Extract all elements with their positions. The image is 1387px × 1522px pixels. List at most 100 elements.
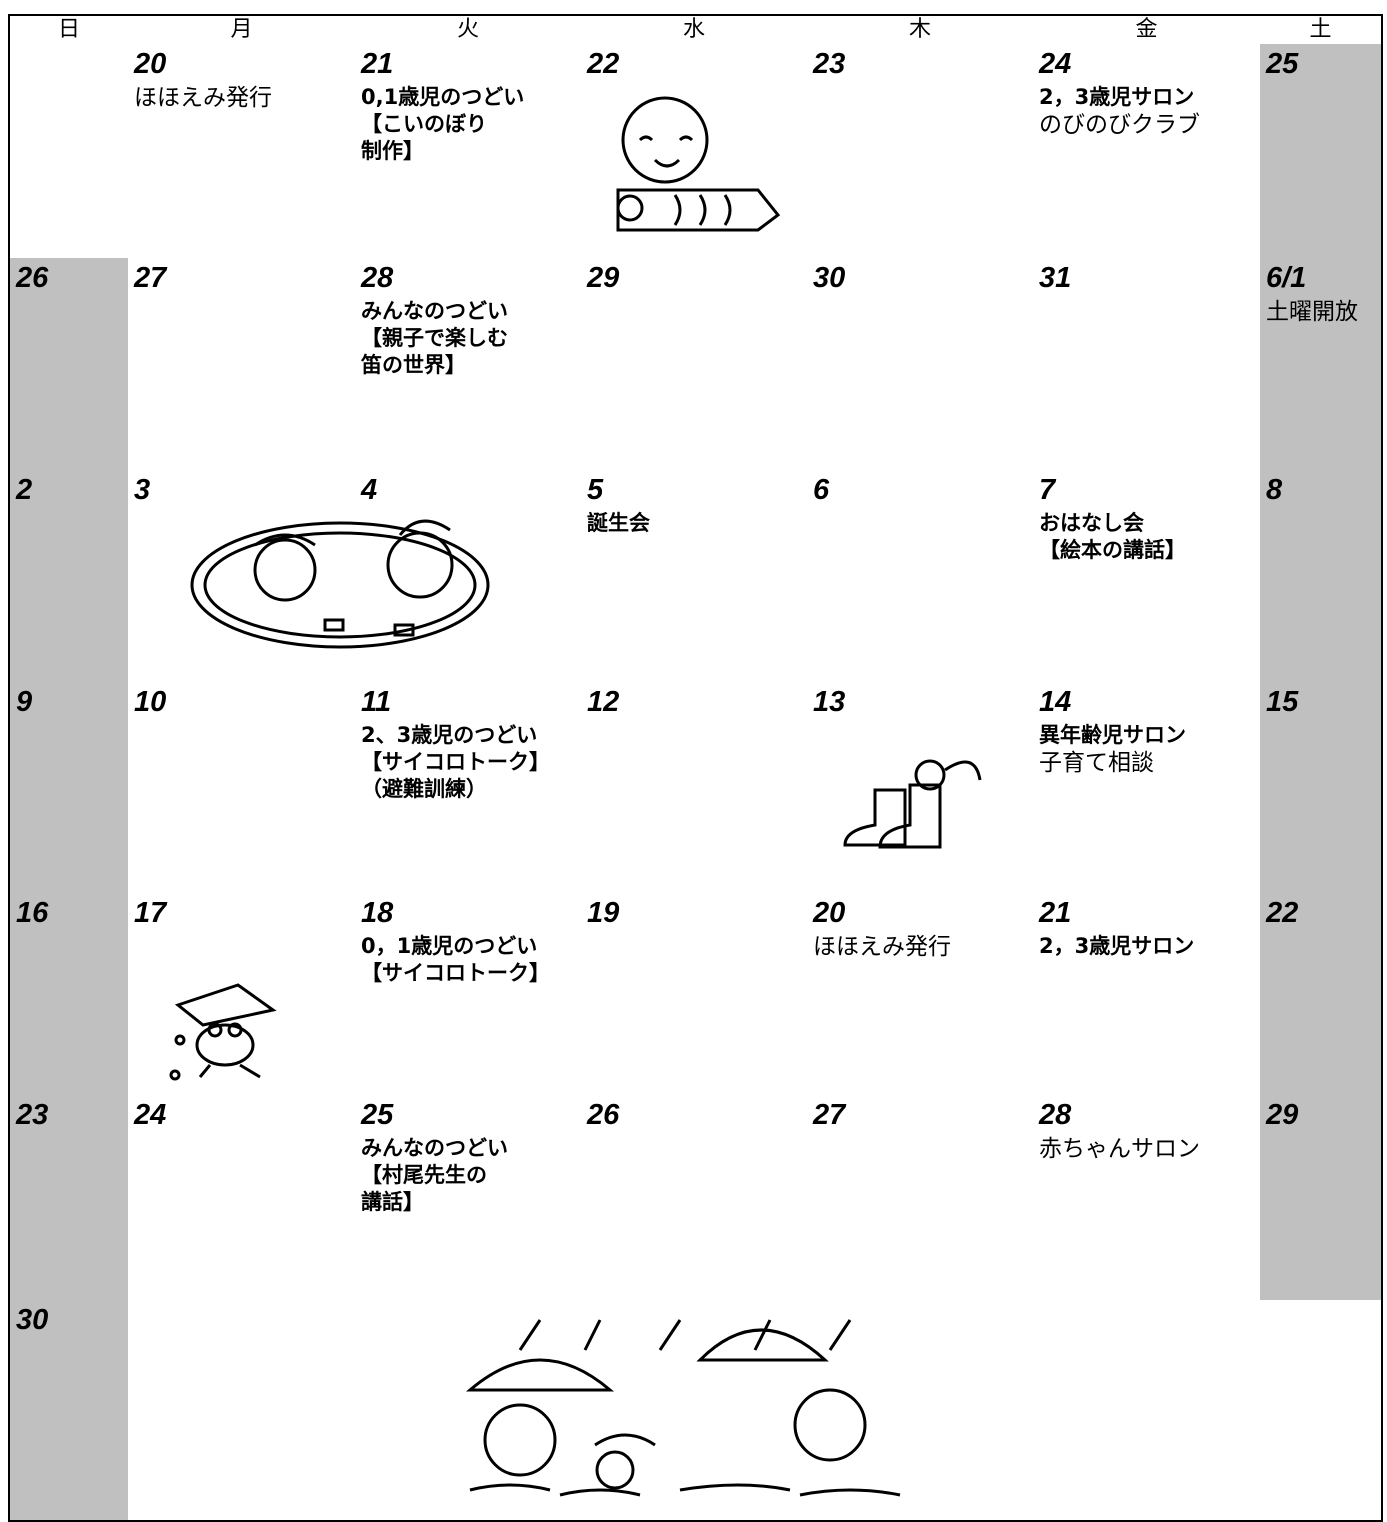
day-cell: 18 0，1歳児のつどい 【サイコロトーク】 bbox=[355, 893, 583, 1097]
day-cell: 17 bbox=[128, 893, 357, 1097]
day-cell: 25 みんなのつどい 【村尾先生の 講話】 bbox=[355, 1095, 583, 1302]
day-cell: 27 bbox=[128, 258, 357, 472]
day-cell: 24 2，3歳児サロン のびのびクラブ bbox=[1033, 44, 1262, 260]
day-number: 16 bbox=[16, 897, 49, 929]
event-text: みんなのつどい bbox=[361, 299, 508, 323]
day-number: 5 bbox=[587, 474, 604, 506]
day-number: 2 bbox=[16, 474, 33, 506]
weekday-header: 月 bbox=[128, 14, 357, 46]
weekday-header: 土 bbox=[1260, 14, 1383, 46]
day-cell bbox=[807, 1300, 1035, 1522]
event-text: 子育て相談 bbox=[1039, 750, 1154, 776]
day-cell: 10 bbox=[128, 682, 357, 895]
event-text: おはなし会 bbox=[1039, 511, 1144, 535]
day-cell: 26 bbox=[581, 1095, 809, 1302]
event-text: のびのびクラブ bbox=[1039, 112, 1200, 138]
day-cell: 14 異年齢児サロン 子育て相談 bbox=[1033, 682, 1262, 895]
day-cell bbox=[8, 44, 130, 260]
event-list: おはなし会【絵本の講話】 bbox=[1039, 510, 1186, 564]
event-text: ほほえみ発行 bbox=[134, 85, 272, 111]
day-number: 11 bbox=[361, 686, 392, 718]
event-list: 0,1歳児のつどい 【こいのぼり 制作】 bbox=[361, 84, 524, 165]
day-cell: 12 bbox=[581, 682, 809, 895]
day-cell bbox=[355, 1300, 583, 1522]
day-number: 27 bbox=[134, 262, 167, 294]
event-list: 0，1歳児のつどい 【サイコロトーク】 bbox=[361, 933, 550, 987]
day-number: 22 bbox=[1266, 897, 1299, 929]
day-number: 6/1 bbox=[1266, 262, 1307, 294]
day-cell: 13 bbox=[807, 682, 1035, 895]
day-number: 14 bbox=[1039, 686, 1072, 718]
day-cell: 22 bbox=[1260, 893, 1383, 1097]
day-cell: 29 bbox=[581, 258, 809, 472]
event-text: みんなのつどい bbox=[361, 1136, 508, 1160]
day-cell: 23 bbox=[8, 1095, 130, 1302]
day-cell: 20 ほほえみ発行 bbox=[128, 44, 357, 260]
event-text: 【親子で楽しむ bbox=[361, 326, 508, 350]
day-cell: 2 bbox=[8, 470, 130, 684]
weekday-header: 火 bbox=[355, 14, 583, 46]
day-cell: 30 bbox=[8, 1300, 130, 1522]
day-number: 9 bbox=[16, 686, 33, 718]
event-text: 2，3歳児サロン bbox=[1039, 85, 1195, 109]
event-text: 赤ちゃんサロン bbox=[1039, 1136, 1200, 1162]
day-cell: 21 2，3歳児サロン bbox=[1033, 893, 1262, 1097]
day-number: 6 bbox=[813, 474, 830, 506]
day-number: 10 bbox=[134, 686, 167, 718]
day-number: 7 bbox=[1039, 474, 1056, 506]
day-cell: 8 bbox=[1260, 470, 1383, 684]
event-text: 笛の世界】 bbox=[361, 353, 466, 377]
event-text: 【絵本の講話】 bbox=[1039, 538, 1186, 562]
day-cell: 5 誕生会 bbox=[581, 470, 809, 684]
day-cell: 27 bbox=[807, 1095, 1035, 1302]
event-text: 【村尾先生の bbox=[361, 1163, 487, 1187]
day-cell: 24 bbox=[128, 1095, 357, 1302]
day-cell: 20 ほほえみ発行 bbox=[807, 893, 1035, 1097]
day-cell: 31 bbox=[1033, 258, 1262, 472]
day-number: 18 bbox=[361, 897, 394, 929]
day-number: 13 bbox=[813, 686, 846, 718]
day-number: 19 bbox=[587, 897, 620, 929]
day-cell bbox=[1033, 1300, 1262, 1522]
day-number: 30 bbox=[16, 1304, 49, 1336]
day-number: 26 bbox=[587, 1099, 620, 1131]
event-text: 【サイコロトーク】 bbox=[361, 961, 550, 985]
weekday-header: 水 bbox=[581, 14, 809, 46]
event-list: ほほえみ発行 bbox=[134, 84, 272, 113]
day-number: 23 bbox=[813, 48, 846, 80]
day-cell: 6/1 土曜開放 bbox=[1260, 258, 1383, 472]
day-number: 28 bbox=[1039, 1099, 1072, 1131]
day-number: 8 bbox=[1266, 474, 1283, 506]
event-list: ほほえみ発行 bbox=[813, 933, 951, 962]
day-cell: 22 bbox=[581, 44, 809, 260]
weekday-header: 日 bbox=[8, 14, 130, 46]
event-list: 2、3歳児のつどい 【サイコロトーク】 （避難訓練） bbox=[361, 722, 550, 803]
day-cell: 4 bbox=[355, 470, 583, 684]
event-text: 異年齢児サロン bbox=[1039, 723, 1186, 747]
day-cell: 30 bbox=[807, 258, 1035, 472]
event-text: 講話】 bbox=[361, 1190, 424, 1214]
day-number: 24 bbox=[134, 1099, 167, 1131]
event-list: 2，3歳児サロン のびのびクラブ bbox=[1039, 84, 1200, 140]
day-number: 21 bbox=[361, 48, 394, 80]
day-number: 31 bbox=[1039, 262, 1072, 294]
event-text: （避難訓練） bbox=[361, 777, 487, 801]
day-cell: 9 bbox=[8, 682, 130, 895]
day-cell bbox=[581, 1300, 809, 1522]
event-list: みんなのつどい 【村尾先生の 講話】 bbox=[361, 1135, 508, 1216]
day-number: 12 bbox=[587, 686, 620, 718]
event-text: 0，1歳児のつどい bbox=[361, 934, 538, 958]
day-cell bbox=[1260, 1300, 1383, 1522]
event-text: ほほえみ発行 bbox=[813, 934, 951, 960]
day-cell: 3 bbox=[128, 470, 357, 684]
day-number: 29 bbox=[587, 262, 620, 294]
day-number: 28 bbox=[361, 262, 394, 294]
day-number: 21 bbox=[1039, 897, 1072, 929]
event-text: 2、3歳児のつどい bbox=[361, 723, 538, 747]
day-number: 29 bbox=[1266, 1099, 1299, 1131]
day-cell: 21 0,1歳児のつどい 【こいのぼり 制作】 bbox=[355, 44, 583, 260]
event-text: 誕生会 bbox=[587, 511, 650, 535]
day-number: 24 bbox=[1039, 48, 1072, 80]
day-number: 25 bbox=[1266, 48, 1299, 80]
